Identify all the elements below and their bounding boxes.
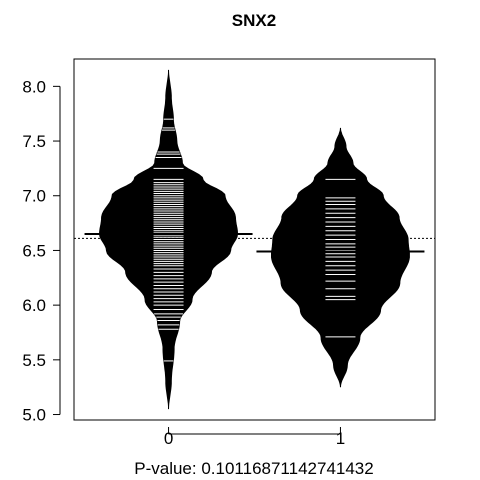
- y-tick-label-2: 6.0: [22, 296, 46, 315]
- y-tick-label-4: 7.0: [22, 187, 46, 206]
- y-axis: 5.0 5.5 6.0 6.5 7.0 7.5 8.0: [22, 77, 61, 425]
- bean-1: [271, 127, 410, 388]
- y-tick-label-5: 7.5: [22, 132, 46, 151]
- y-tick-label-3: 6.5: [22, 241, 46, 260]
- beans-layer: [84, 69, 425, 410]
- y-tick-label-1: 5.5: [22, 351, 46, 370]
- y-tick-label-6: 8.0: [22, 77, 46, 96]
- plot-frame: [73, 58, 436, 421]
- chart-title: SNX2: [232, 11, 276, 30]
- y-tick-label-0: 5.0: [22, 406, 46, 425]
- x-tick-label-0: 0: [164, 429, 173, 448]
- x-axis-label: P-value: 0.10116871142741432: [134, 459, 373, 478]
- x-tick-label-1: 1: [336, 429, 345, 448]
